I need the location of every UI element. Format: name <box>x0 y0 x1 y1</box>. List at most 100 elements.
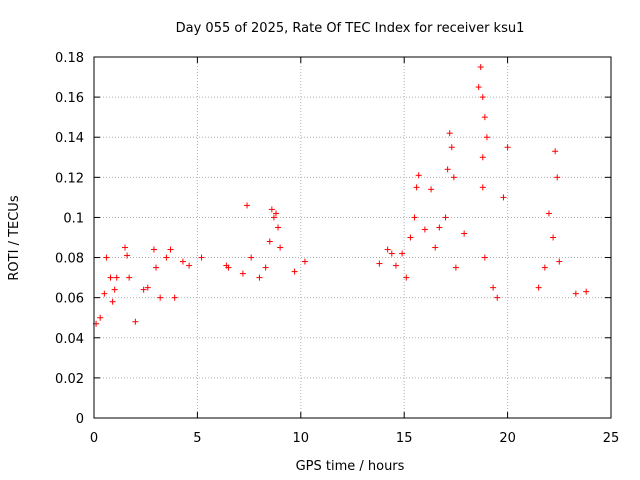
data-point <box>481 114 488 121</box>
data-point <box>277 244 284 251</box>
data-point <box>494 294 501 301</box>
data-point <box>461 230 468 237</box>
x-tick-label: 5 <box>193 431 201 446</box>
y-tick-label: 0.04 <box>55 332 84 347</box>
y-tick-label: 0.12 <box>55 171 84 186</box>
data-point <box>415 172 422 179</box>
data-point <box>490 284 497 291</box>
data-point <box>432 244 439 251</box>
data-point <box>572 290 579 297</box>
data-point <box>436 224 443 231</box>
chart-title: Day 055 of 2025, Rate Of TEC Index for r… <box>176 21 525 36</box>
data-point <box>556 258 563 265</box>
data-point <box>97 314 104 321</box>
data-point <box>477 64 484 71</box>
x-tick-label: 25 <box>603 431 620 446</box>
y-tick-label: 0.1 <box>63 211 84 226</box>
data-point <box>403 274 410 281</box>
data-point <box>132 318 139 325</box>
y-axis-label: ROTI / TECUs <box>7 195 22 280</box>
data-point <box>239 270 246 277</box>
data-point <box>107 274 114 281</box>
data-point <box>111 286 118 293</box>
data-point <box>479 94 486 101</box>
data-points <box>93 64 590 327</box>
data-point <box>388 250 395 257</box>
data-point <box>101 290 108 297</box>
y-tick-label: 0.16 <box>55 91 84 106</box>
data-point <box>392 262 399 269</box>
data-point <box>452 264 459 271</box>
x-tick-label: 20 <box>499 431 516 446</box>
data-point <box>179 258 186 265</box>
axis-ticks: 0 0.02 0.04 0.06 0.08 0.1 0.12 0.14 0.16 0.18 0 5 10… <box>55 51 619 446</box>
data-point <box>109 298 116 305</box>
x-tick-label: 0 <box>90 431 98 446</box>
data-point <box>552 148 559 155</box>
data-point <box>446 130 453 137</box>
data-point <box>448 144 455 151</box>
data-point <box>150 246 157 253</box>
data-point <box>550 234 557 241</box>
grid-lines <box>94 57 611 418</box>
data-point <box>126 274 133 281</box>
data-point <box>266 238 273 245</box>
data-point <box>421 226 428 233</box>
data-point <box>479 184 486 191</box>
data-point <box>535 284 542 291</box>
x-tick-label: 10 <box>293 431 310 446</box>
data-point <box>583 288 590 295</box>
y-tick-label: 0.02 <box>55 372 84 387</box>
data-point <box>122 244 129 251</box>
data-point <box>103 254 110 261</box>
data-point <box>384 246 391 253</box>
data-point <box>275 224 282 231</box>
x-tick-label: 15 <box>396 431 413 446</box>
data-point <box>153 264 160 271</box>
data-point <box>167 246 174 253</box>
x-axis-label: GPS time / hours <box>296 459 405 474</box>
data-point <box>407 234 414 241</box>
y-tick-label: 0.08 <box>55 252 84 267</box>
data-point <box>272 210 279 217</box>
data-point <box>144 284 151 291</box>
data-point <box>113 274 120 281</box>
data-point <box>554 174 561 181</box>
data-point <box>500 194 507 201</box>
data-point <box>376 260 383 267</box>
data-point <box>262 264 269 271</box>
data-point <box>399 250 406 257</box>
y-tick-label: 0.18 <box>55 51 84 66</box>
data-point <box>442 214 449 221</box>
data-point <box>244 202 251 209</box>
data-point <box>225 264 232 271</box>
data-point <box>301 258 308 265</box>
data-point <box>479 154 486 161</box>
data-point <box>124 252 131 259</box>
data-point <box>541 264 548 271</box>
plot-frame <box>93 56 612 419</box>
data-point <box>256 274 263 281</box>
data-point <box>186 262 193 269</box>
data-point <box>157 294 164 301</box>
data-point <box>504 144 511 151</box>
data-point <box>483 134 490 141</box>
y-tick-label: 0.14 <box>55 131 84 146</box>
data-point <box>291 268 298 275</box>
data-point <box>248 254 255 261</box>
data-point <box>198 254 205 261</box>
data-point <box>428 186 435 193</box>
y-tick-label: 0 <box>76 412 84 427</box>
data-point <box>140 286 147 293</box>
data-point <box>450 174 457 181</box>
data-point <box>475 84 482 91</box>
data-point <box>444 166 451 173</box>
data-point <box>411 214 418 221</box>
data-point <box>413 184 420 191</box>
data-point <box>268 206 275 213</box>
data-point <box>163 254 170 261</box>
data-point <box>270 214 277 221</box>
y-tick-label: 0.06 <box>55 292 84 307</box>
data-point <box>545 210 552 217</box>
